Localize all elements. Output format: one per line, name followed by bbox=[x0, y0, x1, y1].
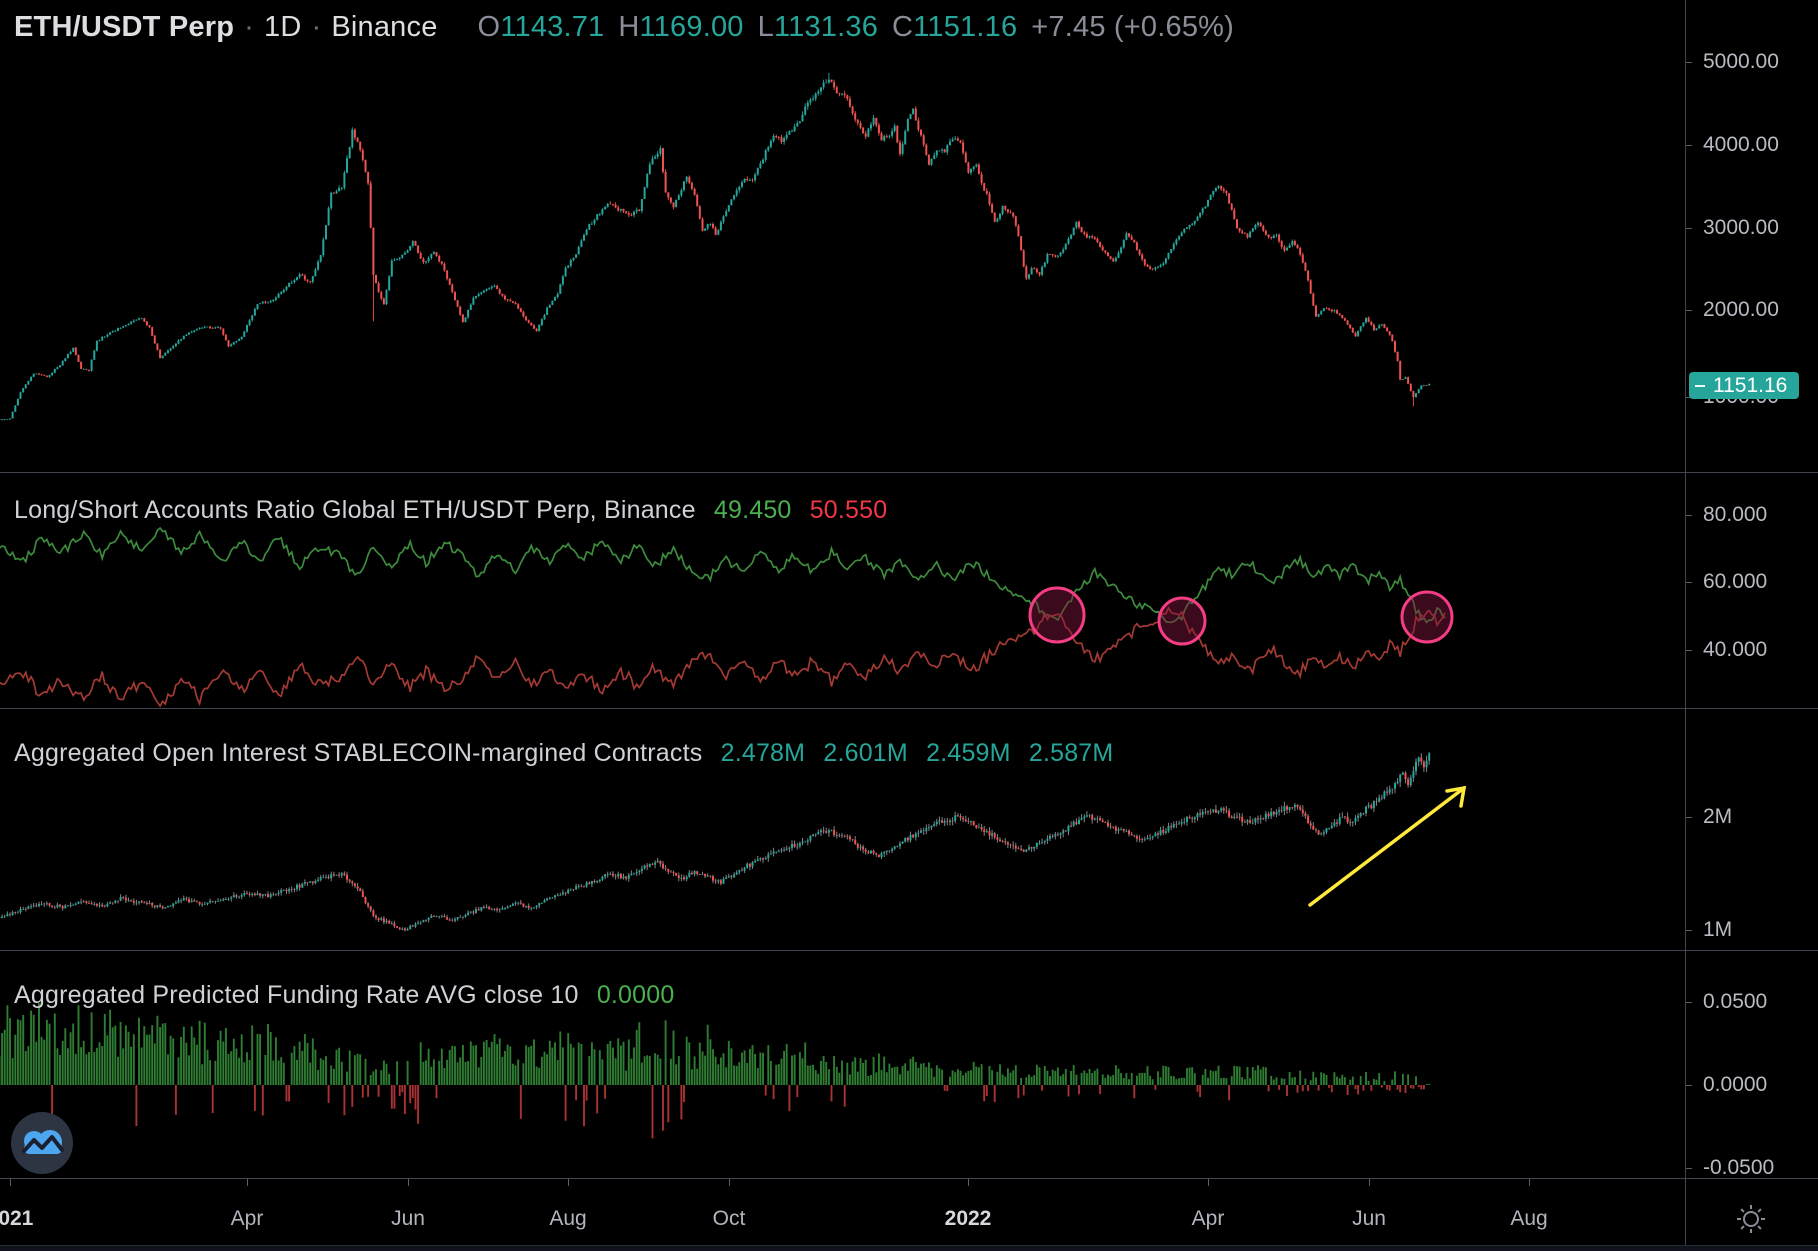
price-down-wicks bbox=[38, 79, 1428, 407]
highlight-circle-annotation[interactable] bbox=[1157, 596, 1207, 646]
highlight-circle-annotation[interactable] bbox=[1400, 590, 1454, 644]
oi-up-bodies bbox=[1, 753, 1431, 931]
price-up-wicks bbox=[1, 72, 1430, 420]
short-ratio-line bbox=[0, 606, 1446, 708]
price-up-bodies bbox=[1, 79, 1431, 421]
trend-arrow-annotation[interactable] bbox=[1308, 785, 1467, 907]
long-ratio-line bbox=[0, 526, 1446, 624]
oi-wicks bbox=[0, 752, 1430, 932]
price-down-bodies bbox=[0, 79, 1428, 420]
highlight-circle-annotation[interactable] bbox=[1028, 586, 1086, 644]
funding-negative-bars bbox=[51, 1085, 1425, 1149]
funding-positive-bars bbox=[0, 1003, 1431, 1085]
oi-down-bodies bbox=[0, 757, 1425, 931]
